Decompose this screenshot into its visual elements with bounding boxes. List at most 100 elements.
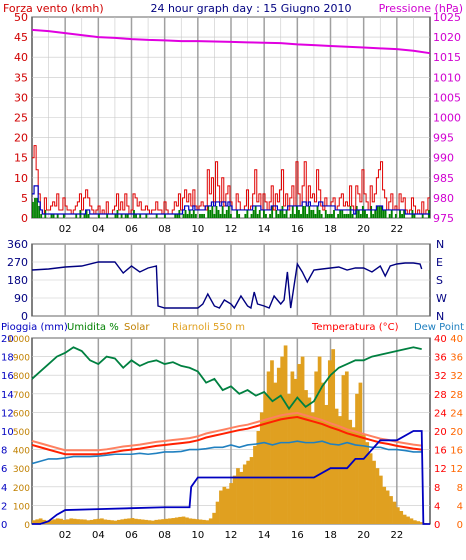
compass-label: N [436,310,444,323]
temp-tick-label: 28 [434,390,447,401]
solar-bar [205,520,210,524]
x-tick-label: 10 [191,530,204,541]
wind-bar [213,213,216,218]
x-tick-label: 12 [225,530,238,541]
x-tick-label: 22 [390,530,403,541]
solar-tick-label: 1000 [7,335,30,345]
solar-bar [202,519,206,524]
wind-bar [310,209,313,218]
solar-bar [280,356,285,524]
solar-bar [164,518,169,524]
wind-bar [211,205,214,218]
wind-bar [269,213,272,218]
wind-bar [207,205,210,218]
solar-bar [225,488,230,524]
wind-bar [318,209,321,218]
wind-bar [283,213,286,218]
temp-tick-label-2: 24 [450,408,463,419]
wind-bar [217,209,220,218]
solar-bar [66,519,70,524]
temp-tick-label-2: 32 [450,371,463,382]
wind-bar [399,209,401,218]
solar-bar [283,345,288,524]
solar-bar [55,518,60,524]
wind-bar [337,213,340,218]
wind-bar [326,213,329,218]
solar-bar [38,518,43,524]
temp-tick-label: 4 [434,501,440,512]
solar-bar [365,442,370,524]
pressure-tick-label: 1020 [433,31,461,44]
solar-bar [110,520,114,524]
temp-tick-label: 12 [434,464,447,475]
solar-bar [300,356,305,524]
wind-bar [394,213,397,218]
solar-bar [123,518,128,524]
wind-bar [328,213,331,218]
temp-tick-label-2: 12 [450,464,463,475]
wind-bar [324,209,327,218]
solar-bar [263,393,268,524]
direction-tick-label: 180 [7,274,28,287]
x-tick-label: 06 [125,530,138,541]
wind-bar [97,213,100,218]
wind-bar [174,213,177,218]
wind-bar [221,205,224,218]
solar-bar [287,393,291,524]
solar-bar [246,460,251,524]
wind-bar [83,213,86,218]
solar-tick-label: 200 [13,484,30,494]
wind-bar [281,205,284,218]
wind-bar [258,209,261,218]
solar-bar [113,520,118,524]
wind-bar [201,213,203,218]
x-tick-label: 16 [291,224,304,235]
dew-point-label: Dew Point [414,322,464,333]
rain-tick-label: 18 [1,353,14,364]
solar-bar [219,490,223,524]
humidity-label: Umidita % [67,322,119,333]
solar-bar [157,519,162,524]
direction-tick-label: 270 [7,256,28,269]
x-tick-label: 10 [191,224,204,235]
wind-bar [229,213,232,218]
rain-tick-label: 0 [1,520,7,531]
compass-label: W [436,292,447,305]
solar-bar [161,519,165,524]
wind-bar [236,209,239,218]
wind-bar [306,213,309,218]
solar-bar [229,483,234,524]
wind-bar [304,205,307,218]
temp-tick-label-2: 40 [450,334,463,345]
solar-bar [324,404,329,524]
solar-bar [249,457,254,524]
pressure-tick-label: 975 [433,212,454,225]
wind-bar [271,205,274,218]
wind-bar [238,213,241,218]
wind-bar [199,213,201,218]
temp-tick-label-2: 0 [457,520,463,531]
wind-tick-label: 45 [14,31,28,44]
solar-bar [191,518,196,524]
wind-tick-label: 5 [21,192,28,205]
x-tick-label: 02 [59,224,72,235]
wind-tick-label: 25 [14,112,28,125]
wind-bar [302,205,305,218]
solar-bar [361,434,366,524]
solar-bar [134,518,138,524]
solar-bar [103,519,108,524]
temp-tick-label: 32 [434,371,447,382]
solar-bar [314,371,319,524]
pressure-tick-label: 995 [433,132,454,145]
wind-bar [295,205,298,218]
solar-bar [395,507,400,524]
solar-bar [382,486,387,524]
wind-tick-label: 40 [14,51,28,64]
solar-bar [130,518,135,524]
pressure-line [31,28,431,55]
solar-bar [239,471,244,524]
temperature-label: Temperatura (°C) [311,322,399,333]
pressure-tick-label: 1000 [433,112,461,125]
temp-tick-label: 24 [434,408,447,419]
